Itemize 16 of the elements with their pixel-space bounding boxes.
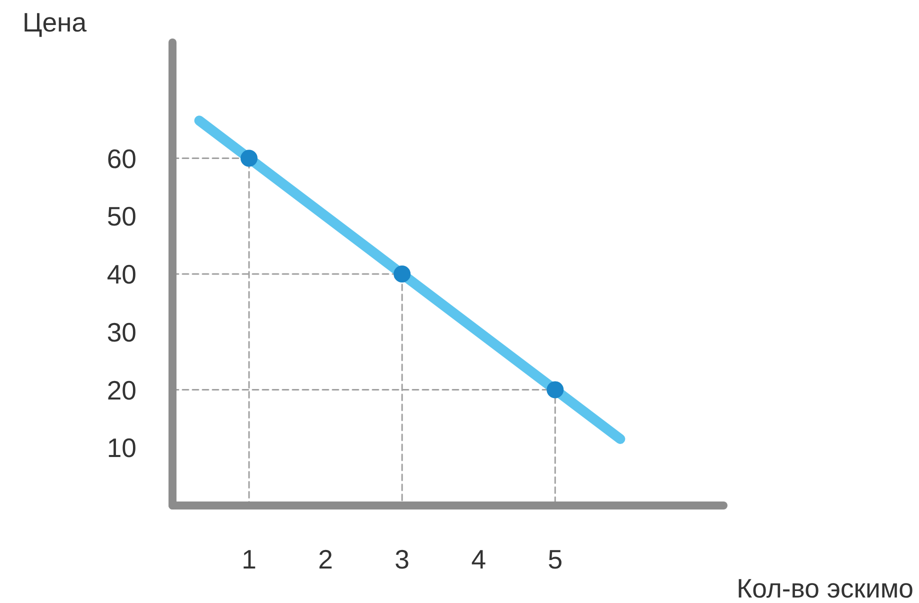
y-tick-label: 50 — [106, 202, 137, 232]
x-tick-label: 3 — [394, 544, 410, 574]
x-tick-label: 4 — [471, 544, 486, 574]
point — [394, 266, 411, 282]
point — [240, 150, 258, 167]
y-tick-label: 40 — [106, 260, 137, 290]
y-axis-title: Цена — [22, 8, 87, 38]
y-tick-label: 10 — [106, 433, 137, 464]
x-tick-label: 5 — [548, 544, 563, 574]
point — [546, 381, 564, 398]
y-tick-label: 30 — [106, 317, 137, 348]
y-tick-label: 60 — [106, 144, 137, 174]
x-axis-title: Кол-во эскимо — [736, 574, 914, 603]
y-tick-label: 20 — [106, 375, 137, 406]
x-tick-label: 1 — [242, 544, 256, 574]
x-tick-label: 2 — [318, 544, 333, 574]
